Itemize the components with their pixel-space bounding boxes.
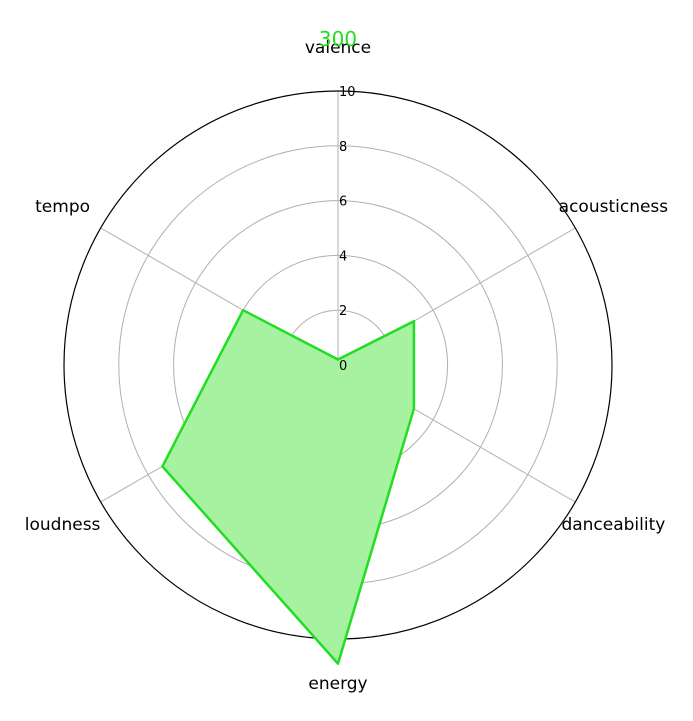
category-label-acousticness: acousticness xyxy=(559,197,669,217)
series-area xyxy=(162,310,414,664)
radial-tick-labels: 0 2 4 6 8 10 xyxy=(339,85,356,374)
rtick-label-0: 0 xyxy=(339,359,347,374)
rtick-label-4: 4 xyxy=(339,249,347,264)
chart-title: 300 xyxy=(319,27,357,51)
category-label-valence: valence xyxy=(305,38,371,58)
category-labels: valence acousticness danceability energy lou… xyxy=(25,38,669,694)
category-label-energy: energy xyxy=(308,674,367,694)
rtick-label-6: 6 xyxy=(339,195,347,210)
category-label-tempo: tempo xyxy=(35,197,90,217)
category-label-danceability: danceability xyxy=(561,515,665,535)
data-series xyxy=(161,308,416,665)
category-label-loudness: loudness xyxy=(25,515,101,535)
rtick-label-8: 8 xyxy=(339,140,347,155)
rtick-label-10: 10 xyxy=(339,85,356,100)
rtick-label-2: 2 xyxy=(339,304,347,319)
